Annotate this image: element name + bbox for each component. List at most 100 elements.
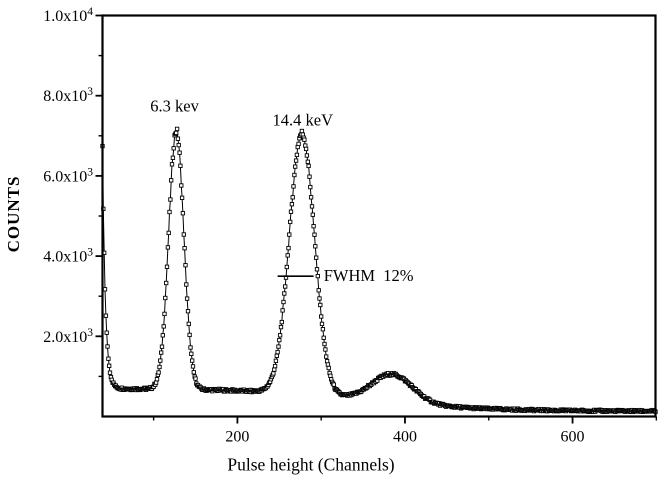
annotations: 6.3 kev 14.4 keV FWHM 12% xyxy=(150,97,414,286)
y-tick-label: 6.0x103 xyxy=(43,166,93,185)
data-point-marker xyxy=(170,155,176,160)
data-point-marker xyxy=(313,244,318,249)
data-point-marker xyxy=(279,319,284,325)
data-point-marker xyxy=(321,335,326,340)
y-tick-label: 1.0x104 xyxy=(43,6,93,25)
data-point-marker xyxy=(171,146,176,151)
plot-frame xyxy=(101,14,657,418)
data-point-marker xyxy=(291,184,296,189)
data-point-marker xyxy=(185,309,191,314)
data-point-marker xyxy=(316,288,321,293)
data-point-marker xyxy=(154,377,160,382)
data-point-marker xyxy=(315,273,320,279)
data-point-marker xyxy=(157,364,162,370)
data-point-marker xyxy=(312,232,317,237)
data-point-marker xyxy=(159,344,165,349)
data-point-marker xyxy=(190,364,196,369)
data-point-marker xyxy=(305,159,310,164)
data-point-marker xyxy=(184,282,189,287)
data-point-marker xyxy=(304,153,310,158)
data-point-marker xyxy=(277,337,282,343)
y-tick-label: 4.0x103 xyxy=(43,247,93,266)
y-tick-label: 2.0x103 xyxy=(43,327,93,346)
data-point-marker xyxy=(159,350,164,355)
data-point-marker xyxy=(293,158,299,163)
data-point-marker xyxy=(174,126,180,132)
data-point-marker xyxy=(288,219,293,225)
data-point-marker xyxy=(186,321,191,327)
data-point-marker xyxy=(314,255,319,260)
data-point-marker xyxy=(177,150,182,155)
data-point-marker xyxy=(314,267,320,272)
data-point-marker xyxy=(153,380,159,385)
data-point-marker xyxy=(183,263,188,268)
data-point-marker xyxy=(306,163,311,169)
data-point-marker xyxy=(190,358,195,363)
y-tick-labels: 1.0x104 8.0x103 6.0x103 4.0x103 2.0x103 xyxy=(43,6,93,346)
data-point-marker xyxy=(303,146,309,152)
data-point-marker xyxy=(290,195,295,200)
data-point-marker xyxy=(273,358,279,363)
data-point-marker xyxy=(283,284,288,289)
data-point-marker xyxy=(167,209,172,215)
data-point-marker xyxy=(310,212,315,217)
data-point-marker xyxy=(311,224,316,229)
data-point-marker xyxy=(169,178,174,183)
data-point-marker xyxy=(289,202,295,207)
data-point-marker xyxy=(105,344,110,349)
data-point-marker xyxy=(178,163,183,168)
data-point-marker xyxy=(161,324,166,329)
data-point-marker xyxy=(317,296,322,301)
data-point-marker xyxy=(296,141,301,147)
data-point-marker xyxy=(174,130,179,136)
fwhm-annotation: FWHM 12% xyxy=(324,266,414,285)
data-point-marker xyxy=(107,363,112,368)
data-point-marker xyxy=(175,136,181,141)
data-point-marker xyxy=(103,313,109,318)
data-point-marker xyxy=(326,365,331,371)
data-point-marker xyxy=(328,373,333,378)
data-point-marker xyxy=(163,295,168,301)
data-point-marker xyxy=(280,308,285,313)
data-point-marker xyxy=(324,354,329,359)
data-point-marker xyxy=(284,264,289,270)
data-point-marker xyxy=(164,264,170,269)
data-point-marker xyxy=(106,356,111,361)
data-point-marker xyxy=(158,358,163,363)
data-point-marker xyxy=(331,382,336,387)
data-point-marker xyxy=(294,152,300,158)
data-point-marker xyxy=(179,195,185,200)
data-point-marker xyxy=(184,296,190,301)
data-point-marker xyxy=(187,332,192,338)
x-tick-label: 600 xyxy=(561,429,585,446)
spectrum-series xyxy=(100,126,658,415)
data-point-marker xyxy=(293,164,298,169)
y-tick-exponent: 3 xyxy=(87,166,93,178)
data-point-marker xyxy=(277,333,283,338)
data-point-marker xyxy=(181,232,186,237)
data-point-marker xyxy=(307,174,312,179)
y-tick-exponent: 4 xyxy=(87,6,93,18)
data-point-marker xyxy=(318,302,323,308)
data-point-marker xyxy=(319,314,324,319)
y-axis-title: COUNTS xyxy=(4,175,23,253)
data-point-marker xyxy=(104,330,109,335)
data-point-marker xyxy=(272,367,277,372)
data-point-marker xyxy=(286,245,291,251)
data-point-marker xyxy=(156,370,161,375)
x-tick-label: 200 xyxy=(225,429,249,446)
data-point-marker xyxy=(272,363,278,369)
data-point-marker xyxy=(275,349,280,355)
data-point-marker xyxy=(320,327,326,332)
data-point-marker xyxy=(179,183,184,188)
data-point-marker xyxy=(325,362,331,367)
data-point-marker xyxy=(308,184,313,190)
data-point-marker xyxy=(164,280,169,286)
data-point-marker xyxy=(162,311,167,317)
peak1-energy-label: 6.3 kev xyxy=(150,97,199,116)
data-point-marker xyxy=(292,172,297,178)
data-point-marker xyxy=(193,376,198,381)
data-point-marker xyxy=(319,321,325,327)
data-point-marker xyxy=(182,246,187,251)
